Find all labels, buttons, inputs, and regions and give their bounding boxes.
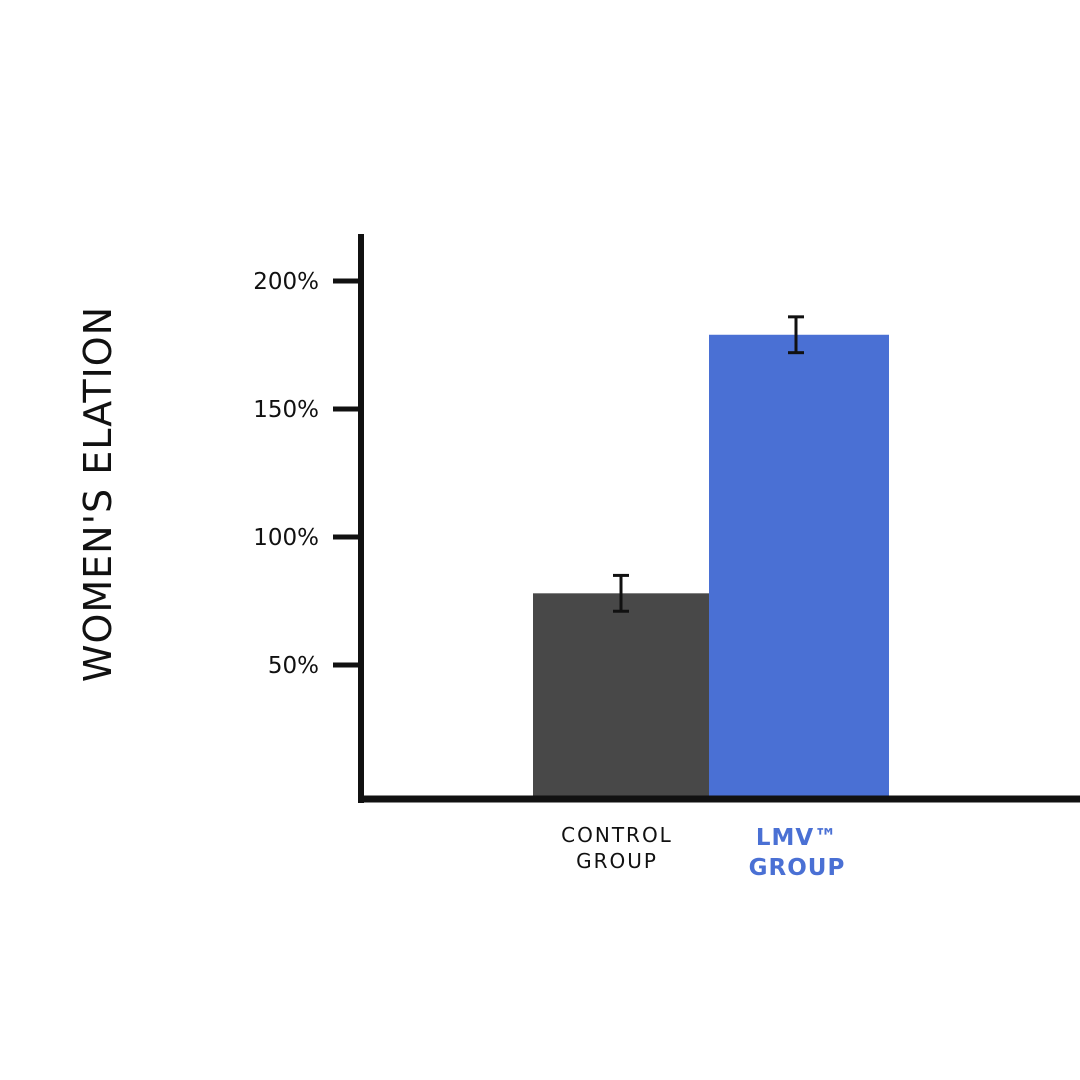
y-tick-label: 100% bbox=[253, 525, 319, 551]
category-label: CONTROL bbox=[561, 823, 673, 847]
y-tick-label: 50% bbox=[268, 653, 319, 679]
category-label: LMV™ bbox=[756, 825, 838, 851]
bar bbox=[533, 593, 709, 796]
y-tick-label: 150% bbox=[253, 397, 319, 423]
category-label: GROUP bbox=[749, 855, 846, 881]
category-label: GROUP bbox=[576, 849, 658, 873]
bar bbox=[709, 334, 889, 796]
error-bar bbox=[613, 573, 629, 613]
y-axis-label: WOMEN'S ELATION bbox=[76, 306, 120, 682]
y-tick-label: 200% bbox=[253, 269, 319, 295]
error-bar bbox=[788, 315, 804, 355]
